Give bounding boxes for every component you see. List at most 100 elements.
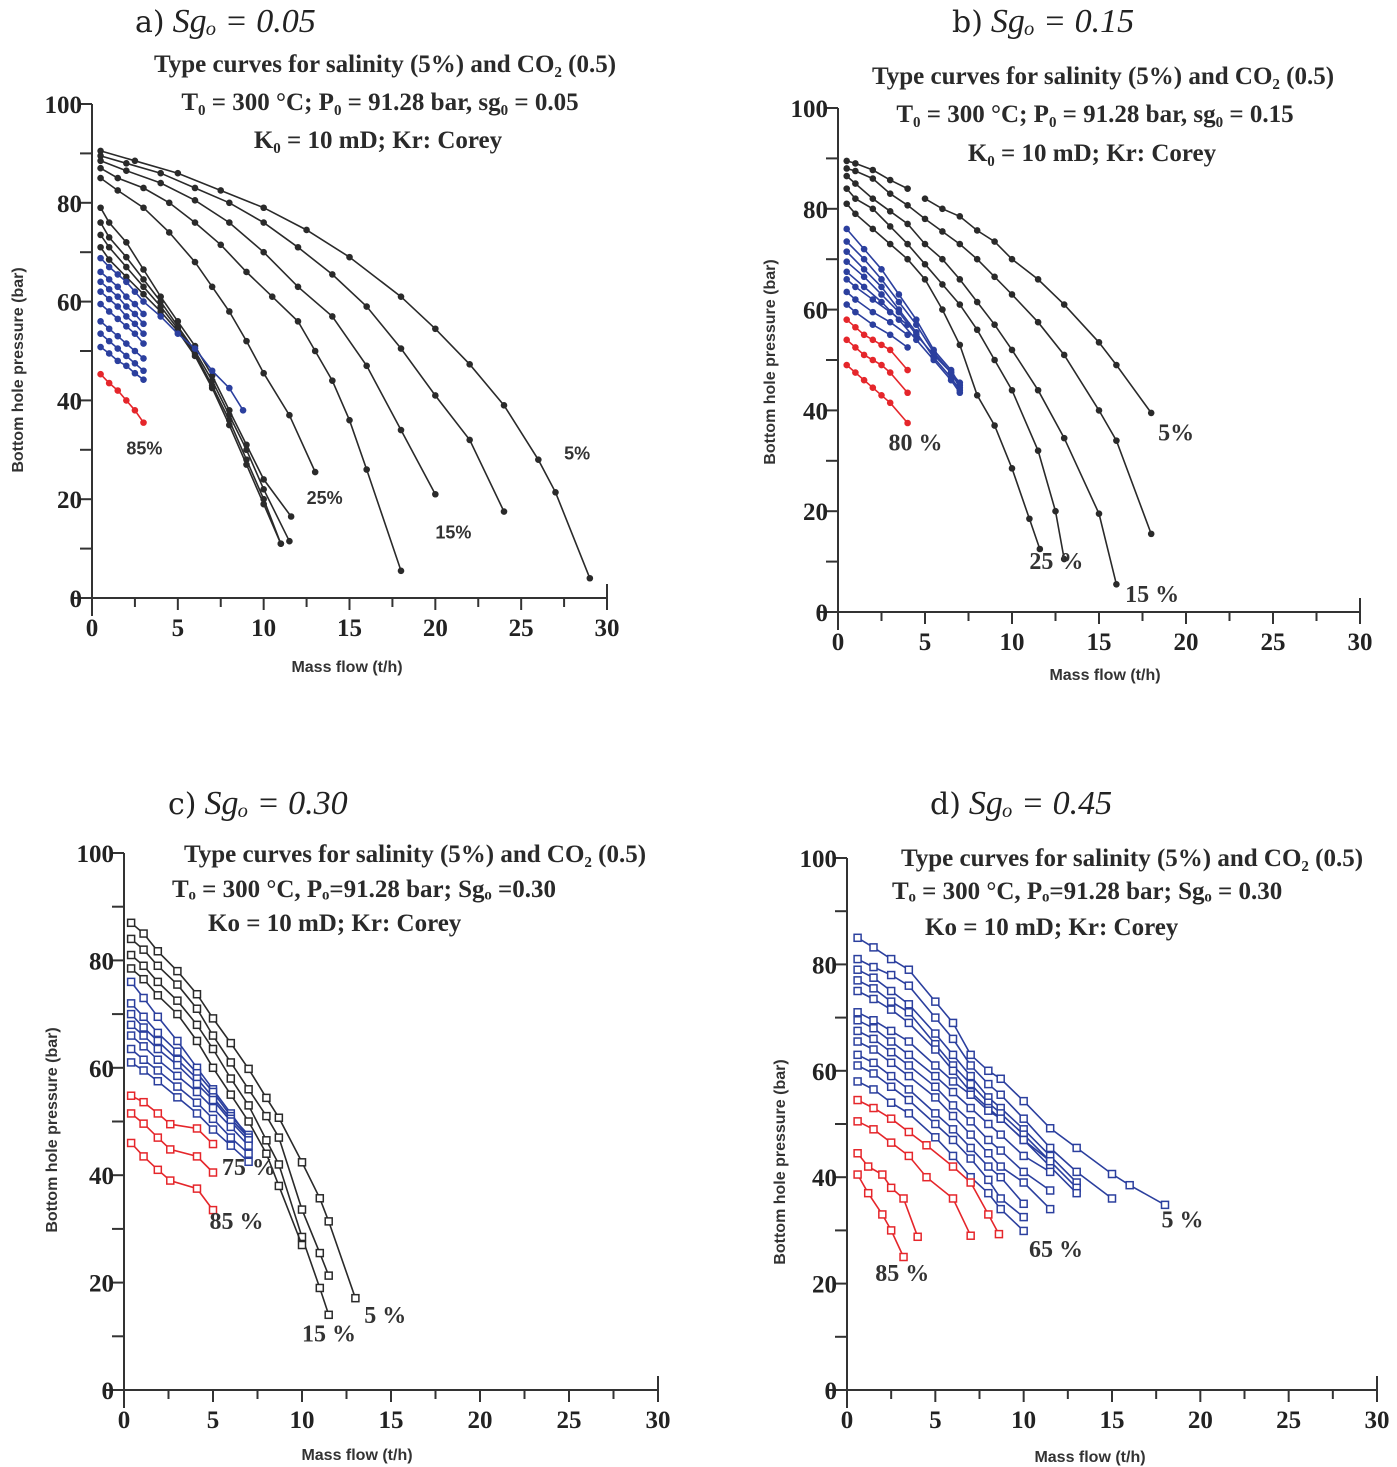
data-point [294,243,302,251]
data-point [297,1240,307,1250]
x-tick-label: 10 [251,615,276,642]
data-point [131,310,139,318]
data-point [329,313,336,320]
data-point [1113,361,1120,369]
data-point [208,283,216,291]
data-point [904,255,911,263]
data-point [139,1097,148,1107]
data-point [860,245,868,253]
data-point [139,929,148,938]
data-point [869,1085,878,1094]
data-point [869,336,877,344]
data-point [931,1093,940,1102]
data-point [895,291,903,298]
curve-label: 75 % [222,1155,276,1181]
data-point [1034,447,1042,455]
data-point [948,1162,958,1171]
data-point [886,1138,896,1147]
data-point [843,361,850,369]
data-point [843,225,850,233]
data-point [294,318,302,325]
data-point [921,195,929,203]
series-2 [126,934,333,1280]
data-point [984,1106,993,1115]
data-point [843,301,850,308]
panel-label: c) [168,787,197,822]
data-point [1113,437,1120,444]
series-14 [97,300,147,347]
data-point [140,290,147,298]
data-point [329,271,336,278]
data-point [139,1066,148,1075]
data-point [1095,510,1103,518]
data-point [852,344,859,351]
annotation-line-3: Ko = 10 mD; Kr: Corey [925,914,1179,941]
data-point [131,300,139,308]
data-point [869,1125,878,1134]
data-point [899,1252,908,1262]
data-point [192,1098,202,1107]
data-point [1147,530,1155,538]
data-point [140,330,147,338]
data-point [869,973,878,982]
data-point [869,356,877,364]
data-point [166,1119,175,1129]
data-point [153,1036,163,1046]
data-point [157,179,164,187]
series-2 [97,152,508,515]
data-point [114,293,122,300]
data-point [1045,1124,1055,1133]
x-axis-label: Mass flow (t/h) [291,659,402,676]
data-point [274,1133,284,1142]
data-point [860,265,868,273]
data-point [97,370,104,378]
data-point [97,288,104,296]
series-7 [853,1016,1055,1177]
data-point [886,318,894,326]
data-point [869,984,878,993]
data-point [1008,291,1016,298]
data-point [904,201,911,209]
data-point [157,313,164,320]
data-point [131,369,139,377]
data-point [966,1154,975,1163]
series-line [99,222,291,542]
data-point [140,204,147,212]
panel-title-expression: Sgₒ = 0.05 [173,3,316,40]
curve-label: 65 % [1029,1237,1083,1263]
series-17 [843,361,911,427]
data-point [984,1210,993,1219]
data-point [878,276,885,283]
data-point [994,1229,1004,1239]
data-point [930,351,937,359]
data-point [123,362,130,370]
data-point [860,283,868,291]
data-point [1160,1200,1170,1210]
data-point [931,1013,940,1022]
data-point [1008,346,1016,354]
data-point [324,1271,333,1280]
data-point [268,293,276,300]
data-point [97,164,104,172]
data-point [123,323,130,330]
data-point [984,1119,993,1129]
data-point [869,296,877,303]
data-point [191,345,199,352]
data-point [939,255,946,263]
series-1 [853,933,1170,1210]
series-11 [97,268,147,318]
data-point [913,331,920,339]
y-axis-label: Bottom hole pressure (bar) [772,1059,789,1264]
data-point [984,1066,993,1076]
series-line [100,167,402,572]
data-point [956,240,964,248]
data-point [123,397,130,404]
data-point [843,157,850,165]
data-point [140,310,147,318]
data-point [843,268,850,276]
data-point [153,991,163,1000]
data-point [208,384,216,392]
data-point [244,1064,253,1074]
data-point [904,1095,914,1105]
series-15 [97,318,147,362]
